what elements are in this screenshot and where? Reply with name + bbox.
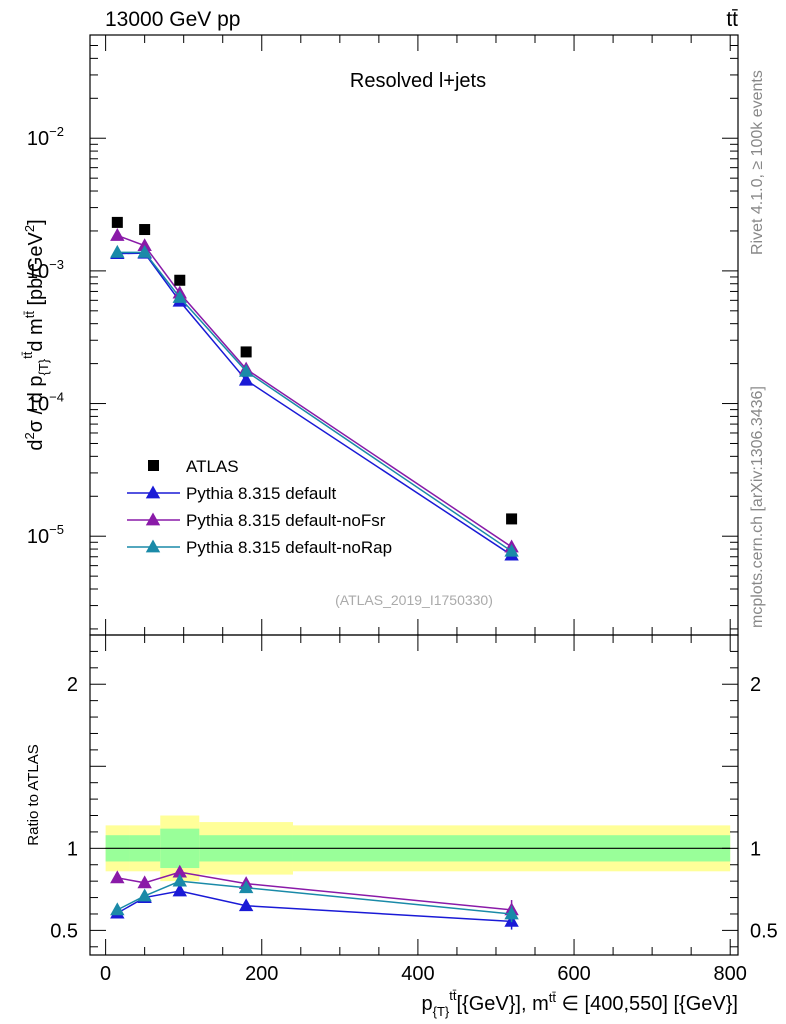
series-point xyxy=(110,244,125,258)
series-point xyxy=(172,290,187,303)
mcplots-label: mcplots.cern.ch [arXiv:1306.3436] xyxy=(749,386,766,628)
ratio-series-point xyxy=(172,873,187,887)
analysis-label: (ATLAS_2019_I1750330) xyxy=(335,592,493,608)
ratio-tick-label-right: 2 xyxy=(750,674,761,696)
ratio-series-point xyxy=(172,864,187,878)
legend-label: Pythia 8.315 default-noFsr xyxy=(186,511,386,530)
series-point xyxy=(110,228,125,241)
y-tick-label: 10−4 xyxy=(27,390,64,416)
ratio-series-point xyxy=(238,898,254,912)
ratio-series-point xyxy=(504,906,519,920)
series-point xyxy=(238,363,254,377)
ratio-series-point xyxy=(110,870,125,884)
series-point xyxy=(238,372,254,386)
ratio-series-point xyxy=(137,875,152,889)
process-label: tt̄ xyxy=(726,8,738,31)
series-point xyxy=(137,244,152,258)
ratio-tick-label: 0.5 xyxy=(50,920,78,942)
data-point xyxy=(111,216,123,228)
x-tick-label: 800 xyxy=(714,963,747,985)
main-panel: 10−5 10−4 10−3 10−2 Resolved l+jets (ATLAS_… xyxy=(27,34,739,636)
legend-label: Pythia 8.315 default xyxy=(186,484,337,503)
legend-label-data: ATLAS xyxy=(186,457,239,476)
series-point xyxy=(504,543,519,557)
x-tick-label: 200 xyxy=(245,963,278,985)
x-axis-label: p{T}tt̄[{GeV}], mtt̄ ∈ [400,550] [{GeV}] xyxy=(422,988,738,1019)
series-point xyxy=(137,238,152,252)
y-tick-label: 10−5 xyxy=(27,522,64,548)
legend-label: Pythia 8.315 default-noRap xyxy=(186,538,392,557)
legend-marker xyxy=(145,485,161,499)
ratio-y-axis-label: Ratio to ATLAS xyxy=(25,744,42,845)
x-tick-label: 600 xyxy=(557,963,590,985)
data-point xyxy=(174,274,186,286)
legend-marker xyxy=(145,512,161,526)
legend: ATLAS Pythia 8.315 default Pythia 8.315 de… xyxy=(127,457,392,557)
rivet-label: Rivet 4.1.0, ≥ 100k events xyxy=(749,70,766,255)
y-tick-label: 10−3 xyxy=(27,257,64,283)
legend-marker-data xyxy=(148,460,159,471)
ratio-tick-label: 1 xyxy=(67,838,78,860)
collision-label: 13000 GeV pp xyxy=(105,8,240,31)
ratio-series-point xyxy=(238,880,254,894)
ratio-tick-label-right: 1 xyxy=(750,838,761,860)
ratio-tick-label: 2 xyxy=(67,674,78,696)
ratio-series-point xyxy=(110,902,125,916)
y-axis-label: d2σ / d p{T}tt̄d mtt̄ [pb/GeV2] xyxy=(20,219,51,450)
plot-title: Resolved l+jets xyxy=(350,70,486,92)
main-axes: 10−5 10−4 10−3 10−2 xyxy=(27,34,738,635)
data-point xyxy=(139,224,151,236)
data-point xyxy=(240,346,252,358)
data-point xyxy=(506,513,518,525)
ratio-tick-label-right: 0.5 xyxy=(750,920,778,942)
y-tick-label: 10−2 xyxy=(27,124,64,150)
ratio-series-point xyxy=(137,888,152,902)
ratio-series-point xyxy=(172,883,187,897)
x-tick-label: 0 xyxy=(100,963,111,985)
legend-marker xyxy=(145,539,161,553)
ratio-frame xyxy=(89,634,739,956)
x-tick-label: 400 xyxy=(401,963,434,985)
